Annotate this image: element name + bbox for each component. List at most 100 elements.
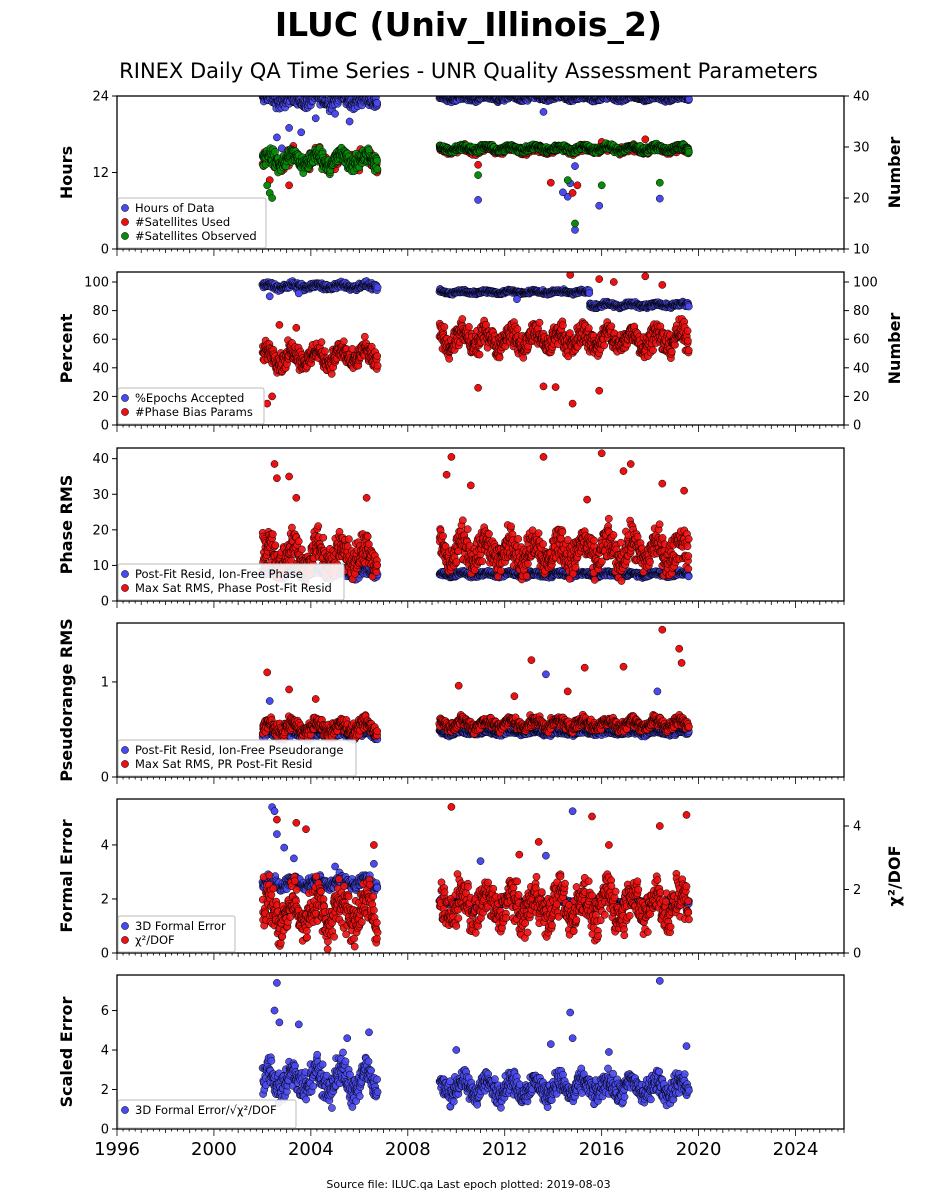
data-point: [289, 86, 296, 93]
data-point: [294, 289, 303, 298]
data-point: [440, 323, 449, 331]
data-point: [311, 114, 320, 123]
data-point: [268, 392, 276, 401]
data-point: [571, 226, 579, 234]
data-point: [287, 88, 294, 95]
data-point: [373, 283, 382, 292]
data-point: [373, 361, 382, 370]
data-point: [365, 96, 369, 97]
data-point: [317, 338, 326, 346]
ytick-label-right: 40: [853, 90, 870, 105]
data-point: [331, 109, 339, 118]
legend-marker: [121, 218, 129, 226]
figure-title: ILUC (Univ_Illinois_2): [275, 5, 662, 44]
legend-label: Hours of Data: [135, 201, 215, 215]
figure-subtitle: RINEX Daily QA Time Series - UNR Quality…: [119, 59, 818, 83]
data-point: [641, 135, 650, 144]
data-point: [465, 323, 473, 331]
legend-label: #Satellites Used: [135, 215, 230, 229]
data-point: [327, 370, 336, 378]
data-point: [271, 147, 279, 156]
data-point: [286, 88, 293, 95]
data-point: [317, 96, 323, 97]
series-blue: [258, 277, 693, 313]
data-point: [345, 117, 354, 126]
data-point: [292, 96, 294, 97]
ytick-label-right: 10: [853, 243, 870, 258]
data-point: [263, 181, 272, 190]
source-footer: Source file: ILUC.qa Last epoch plotted:…: [326, 1178, 610, 1191]
data-point: [263, 399, 272, 408]
data-point: [513, 325, 522, 333]
legend-marker: [121, 204, 129, 212]
data-point: [458, 315, 467, 323]
data-point: [337, 87, 344, 94]
ytick-label-right: 20: [853, 192, 870, 207]
data-point: [285, 124, 293, 132]
data-point: [310, 87, 317, 94]
data-point: [595, 201, 604, 210]
data-point: [338, 88, 345, 95]
ytick-label: 0: [101, 243, 109, 258]
data-point: [358, 87, 365, 94]
data-point: [513, 295, 521, 304]
data-point: [277, 144, 286, 153]
data-point: [474, 160, 482, 169]
data-point: [475, 350, 484, 359]
ytick-label: 24: [92, 90, 109, 105]
data-point: [262, 96, 265, 97]
data-point: [559, 188, 567, 197]
data-point: [655, 194, 664, 203]
data-point: [339, 87, 346, 94]
data-points: [258, 272, 693, 408]
data-point: [265, 292, 274, 301]
data-point: [373, 156, 381, 165]
data-point: [539, 108, 548, 116]
data-point: [293, 96, 298, 97]
data-point: [273, 133, 281, 142]
data-point: [267, 88, 274, 95]
data-point: [655, 178, 664, 187]
data-point: [360, 332, 369, 341]
data-point: [445, 354, 454, 363]
data-point: [373, 165, 382, 174]
data-point: [684, 302, 693, 311]
data-point: [268, 194, 276, 202]
data-point: [373, 352, 382, 360]
data-point: [568, 189, 577, 197]
data-point: [685, 96, 693, 103]
data-point: [285, 181, 293, 190]
data-point: [269, 88, 276, 95]
data-point: [297, 128, 306, 137]
legend-marker: [121, 232, 129, 240]
data-point: [373, 99, 382, 107]
data-point: [573, 181, 582, 190]
data-point: [571, 219, 579, 228]
ytick-label-right: 30: [853, 141, 870, 156]
data-point: [474, 171, 482, 179]
series-green: [259, 139, 693, 228]
data-point: [474, 196, 482, 204]
ytick-label: 12: [92, 166, 109, 181]
legend-label: #Satellites Observed: [135, 229, 257, 243]
data-point: [321, 347, 329, 356]
data-point: [585, 289, 594, 297]
data-point: [292, 323, 301, 332]
data-point: [519, 353, 528, 362]
data-point: [546, 178, 555, 187]
data-point: [363, 87, 370, 94]
y-axis-label-right: Number: [885, 137, 904, 209]
data-point: [275, 321, 284, 329]
data-point: [597, 181, 606, 190]
data-point: [563, 176, 572, 184]
data-point: [313, 86, 320, 93]
y-axis-label: Hours: [57, 146, 76, 199]
data-points: [258, 86, 693, 234]
data-point: [685, 148, 693, 156]
data-point: [571, 162, 579, 170]
data-point: [495, 353, 504, 362]
